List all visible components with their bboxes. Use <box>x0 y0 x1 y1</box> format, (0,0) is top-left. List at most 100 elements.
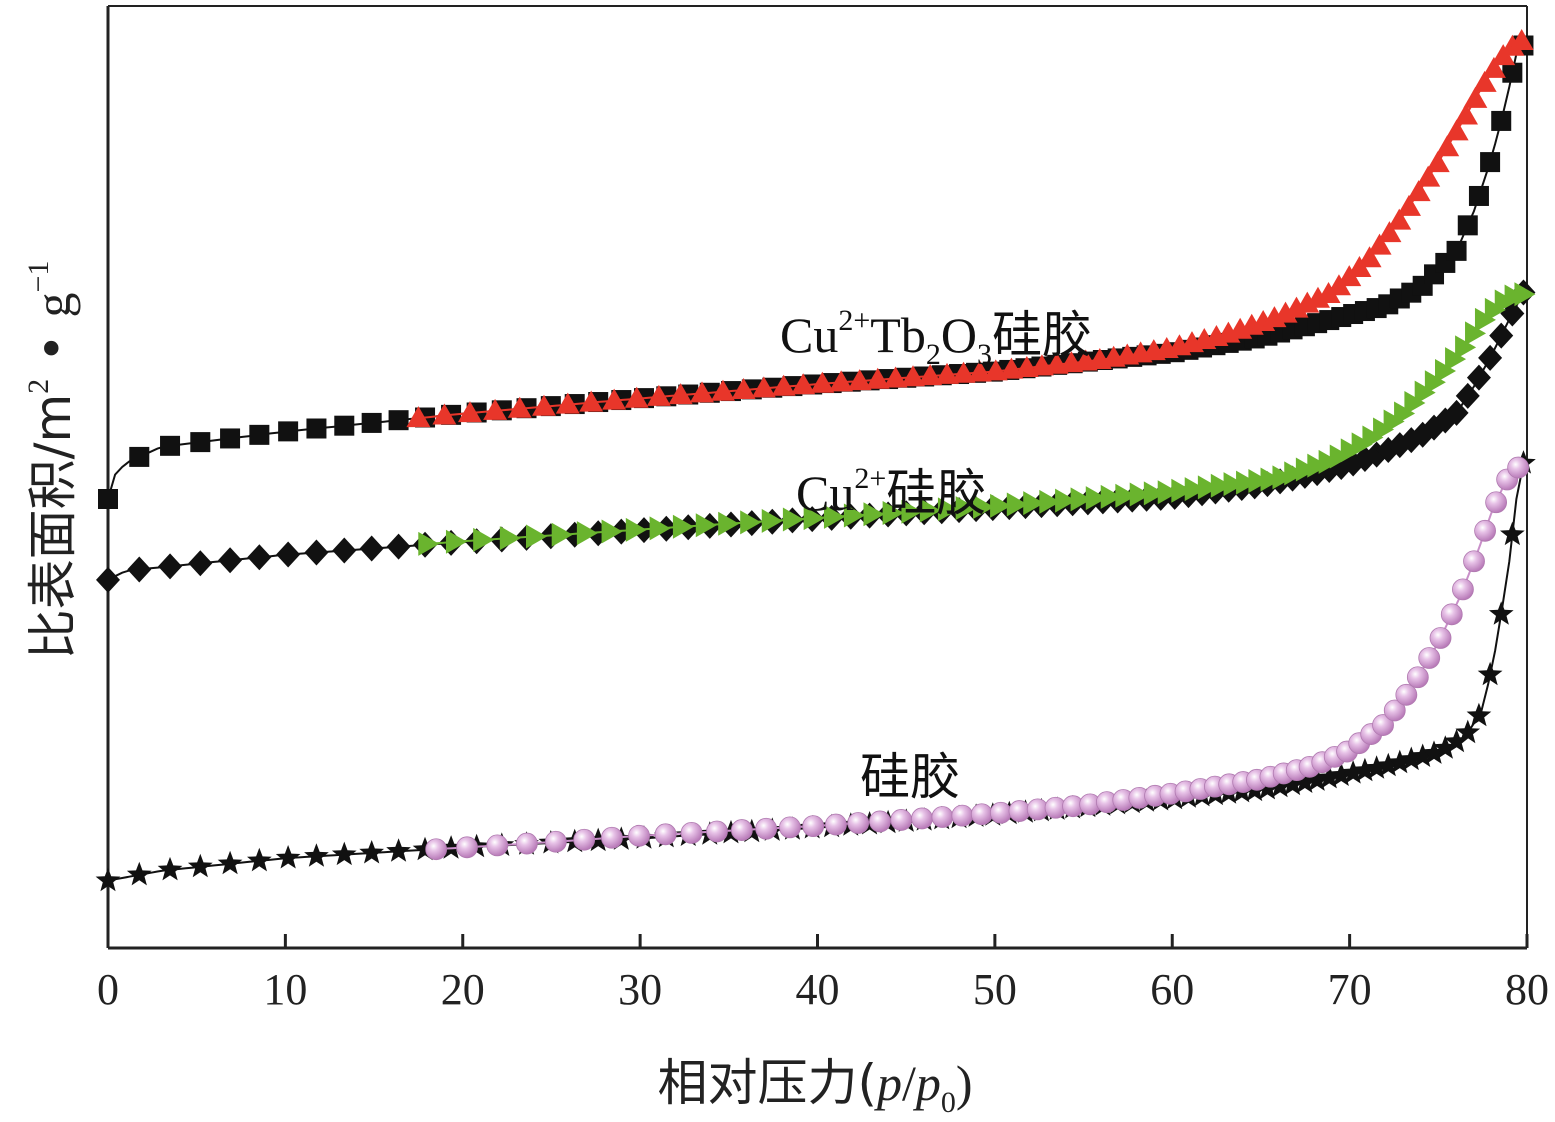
data-point <box>1352 757 1378 782</box>
data-point <box>863 502 885 527</box>
data-point <box>1373 417 1395 442</box>
data-point <box>771 374 796 396</box>
data-point <box>1406 180 1431 202</box>
y-axis-title-text: 比表面积/m <box>24 394 82 660</box>
data-point <box>706 820 728 843</box>
data-point <box>1143 481 1165 506</box>
data-point <box>386 533 411 560</box>
data-point <box>1500 521 1525 546</box>
data-point <box>332 537 357 564</box>
data-point <box>823 504 845 529</box>
data-point <box>406 406 431 428</box>
data-point <box>1485 491 1508 514</box>
data-point <box>425 838 448 861</box>
data-point <box>95 867 121 892</box>
data-point <box>1292 769 1318 793</box>
data-point <box>710 379 735 401</box>
data-point <box>1023 491 1045 516</box>
data-point <box>486 834 509 857</box>
series-square <box>98 35 1534 509</box>
data-point <box>802 815 825 838</box>
data-point <box>690 381 714 403</box>
data-point <box>388 410 409 431</box>
data-point <box>1307 453 1329 478</box>
annot-cu-tb2o3-base: Cu <box>780 307 838 363</box>
y-axis-title-dot: • <box>24 318 82 379</box>
data-point <box>1008 800 1031 822</box>
data-point <box>919 498 941 523</box>
data-point <box>187 853 213 878</box>
data-point <box>843 503 865 528</box>
data-point <box>829 370 854 392</box>
data-point <box>432 403 457 425</box>
data-point <box>1463 86 1488 108</box>
x-tick-label: 10 <box>263 965 307 1014</box>
data-point <box>761 508 783 533</box>
data-point <box>1248 469 1270 494</box>
data-point <box>1340 438 1362 463</box>
data-point <box>973 495 995 520</box>
y-axis-title: 比表面积/m2 • g−1 <box>22 261 82 660</box>
x-tick-label: 60 <box>1150 965 1194 1014</box>
data-point <box>672 514 694 539</box>
data-point <box>901 365 926 387</box>
data-point <box>438 835 464 859</box>
data-point <box>1507 456 1530 479</box>
data-point <box>1472 70 1497 92</box>
data-point <box>499 526 521 551</box>
data-point <box>1455 719 1481 744</box>
data-point <box>531 394 556 416</box>
data-point <box>1466 364 1491 391</box>
data-point <box>668 383 693 405</box>
data-point <box>1362 425 1384 450</box>
data-point <box>1129 482 1151 507</box>
data-point <box>544 830 567 853</box>
annot-cu-base: Cu <box>796 465 854 521</box>
data-point <box>275 845 301 869</box>
data-point <box>890 809 913 831</box>
data-point <box>220 428 241 449</box>
series-triangle-up <box>406 29 1534 428</box>
x-axis-title-p: p <box>874 1055 902 1111</box>
data-point <box>1100 484 1122 509</box>
annot-cu: Cu2+硅胶 <box>796 462 986 522</box>
annot-silica-base: 硅胶 <box>860 748 960 806</box>
data-point <box>911 807 933 830</box>
data-point <box>555 392 580 414</box>
data-point <box>1425 151 1450 173</box>
annot-cu-suffix: 硅胶 <box>886 464 986 522</box>
data-point <box>1398 746 1424 771</box>
data-point <box>1328 762 1354 786</box>
data-point <box>970 803 993 826</box>
data-point <box>1395 683 1418 706</box>
data-point <box>601 519 623 544</box>
annot-cu-tb2o3-mid2: O <box>941 307 977 363</box>
data-point <box>1514 282 1536 307</box>
data-point <box>1085 486 1107 511</box>
data-point <box>1396 194 1421 216</box>
data-point <box>1455 335 1477 360</box>
data-point <box>1364 755 1389 779</box>
data-point <box>901 499 923 524</box>
data-point <box>386 838 411 862</box>
data-point <box>1452 578 1474 601</box>
data-point <box>869 810 891 833</box>
data-point <box>1444 728 1469 753</box>
data-point <box>731 378 756 400</box>
x-axis-title: 相对压力(p/p0) <box>657 1054 972 1119</box>
data-point <box>1329 444 1351 469</box>
y-axis-title-sup2: −1 <box>22 261 55 293</box>
data-point <box>1489 322 1514 349</box>
data-point <box>127 556 152 583</box>
data-point <box>883 366 908 388</box>
data-point <box>601 826 623 849</box>
data-point <box>1340 760 1366 784</box>
data-point <box>1316 764 1342 789</box>
x-tick-label: 0 <box>97 965 119 1014</box>
data-point <box>573 828 596 851</box>
data-point <box>361 412 382 433</box>
data-point <box>1445 347 1467 372</box>
data-point <box>507 396 532 418</box>
x-axis-title-slash: / <box>902 1055 916 1111</box>
